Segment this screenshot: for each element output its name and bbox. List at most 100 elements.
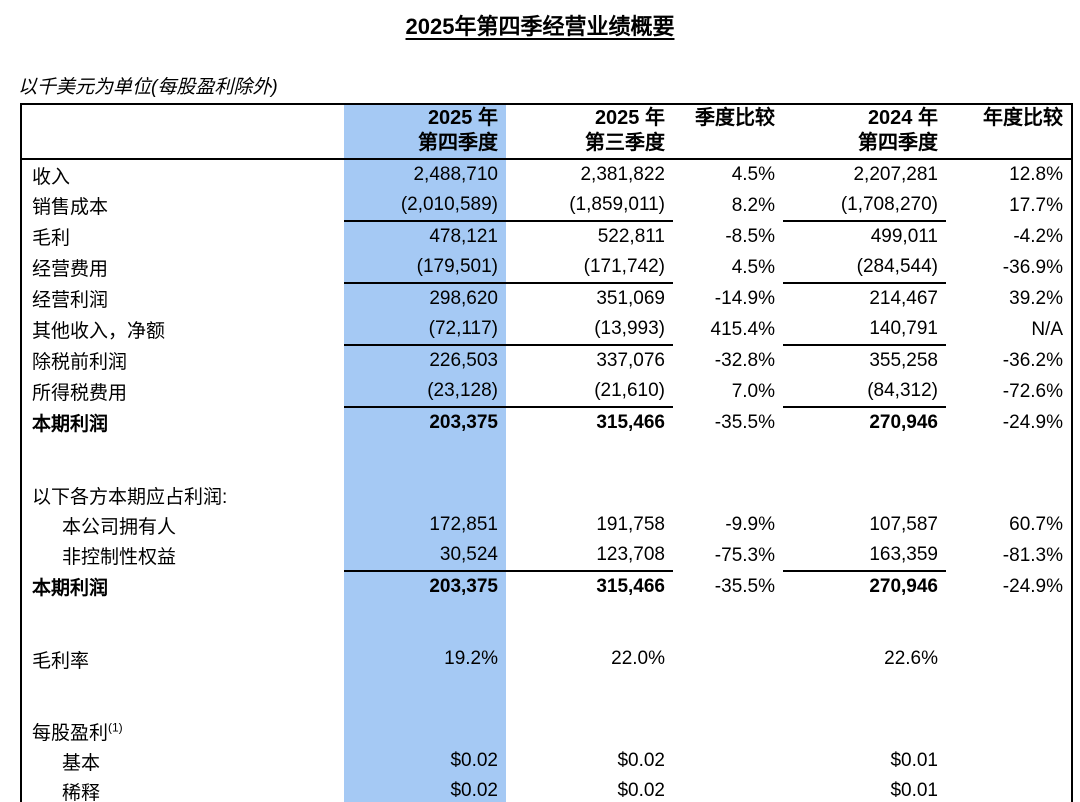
row-label: 销售成本 [32, 197, 109, 218]
column-header-q4-2024: 2024 年第四季度 [783, 104, 946, 160]
value-cell-qoq-change: 4.5% [731, 256, 775, 278]
value-cell-qoq-change: 7.0% [731, 380, 775, 402]
page-title: 2025年第四季经营业绩概要 [405, 14, 675, 39]
value-cell-q4-2024: 22.6% [884, 648, 938, 669]
value-cell-yoy-change: -81.3% [1002, 544, 1063, 566]
table-body: 收入 2,488,710 2,381,822 4.5% 2,207,281 12.8% 销售… [21, 159, 1072, 802]
value-cell-q4-2024: 214,467 [869, 288, 938, 309]
row-label: 稀释 [62, 782, 101, 802]
footnote-ref: (1) [108, 720, 123, 735]
value-cell-yoy-change: -36.9% [1002, 256, 1063, 278]
value-cell-q3-2025: 22.0% [611, 648, 665, 669]
value-cell-q4-2024: 499,011 [870, 226, 938, 247]
value-cell-qoq-change [673, 480, 783, 510]
value-cell-qoq-change: 8.2% [731, 194, 775, 216]
row-label: 本期利润 [32, 414, 109, 435]
value-cell-yoy-change [946, 644, 1072, 674]
spacer-cell [344, 602, 506, 644]
value-cell-q4-2025 [344, 480, 506, 510]
column-header-line: 年度比较 [983, 107, 1063, 129]
value-cell-q4-2025: 19.2% [344, 644, 506, 674]
value-cell-q4-2024: 270,946 [869, 412, 938, 433]
financial-summary-page: 2025年第四季经营业绩概要 以千美元为单位(每股盈利除外) 2025 年第四季… [0, 14, 1080, 802]
value-cell-q4-2024: (84,312) [783, 376, 946, 408]
value-cell-q3-2025: 337,076 [596, 350, 665, 371]
value-cell-yoy-change [946, 746, 1072, 776]
value-cell-qoq-change: -14.9% [714, 287, 775, 309]
value-cell-q3-2025 [506, 716, 673, 746]
value-cell-yoy-change [946, 776, 1072, 802]
value-cell-q3-2025: 315,466 [596, 576, 665, 597]
value-cell-q4-2024: $0.01 [890, 750, 938, 771]
value-cell-yoy-change: -24.9% [1002, 411, 1063, 433]
value-cell-q4-2025: 203,375 [344, 571, 506, 602]
table-row: 所得税费用 (23,128) (21,610) 7.0% (84,312) -72.6% [21, 376, 1072, 408]
table-row: 非控制性权益 30,524 123,708 -75.3% 163,359 -81.3% [21, 540, 1072, 572]
column-header-q3-2025: 2025 年第三季度 [506, 104, 673, 160]
table-row: 毛利 478,121 522,811 -8.5% 499,011 -4.2% [21, 221, 1072, 252]
column-header-line: 2025 年 [594, 107, 665, 129]
value-cell-q4-2025: (2,010,589) [344, 190, 506, 222]
value-cell-qoq-change [673, 776, 783, 802]
spacer-cell [21, 674, 344, 716]
value-cell-yoy-change [946, 716, 1072, 746]
value-cell-yoy-change: -4.2% [1013, 225, 1063, 247]
value-cell-q4-2025: 2,488,710 [344, 159, 506, 190]
value-cell-q4-2024: (1,708,270) [783, 190, 946, 222]
value-cell-q4-2024: 107,587 [869, 514, 938, 535]
column-header-q4-2025: 2025 年第四季度 [344, 104, 506, 160]
value-cell-q3-2025: (171,742) [506, 252, 673, 284]
row-label: 收入 [32, 166, 71, 188]
row-label: 基本 [62, 752, 101, 774]
column-header-line: 第四季度 [858, 132, 938, 154]
value-cell-q4-2025: 203,375 [344, 407, 506, 438]
table-row: 收入 2,488,710 2,381,822 4.5% 2,207,281 12.8% [21, 159, 1072, 190]
value-cell-q3-2025: $0.02 [617, 750, 665, 771]
value-cell-yoy-change: 39.2% [1009, 287, 1063, 309]
table-row: 每股盈利(1) [21, 716, 1072, 746]
value-cell-q4-2025: 226,503 [344, 345, 506, 376]
value-cell-q4-2024: $0.01 [890, 780, 938, 801]
spacer-cell [344, 674, 506, 716]
value-cell-yoy-change: -72.6% [1002, 380, 1063, 402]
table-row: 经营利润 298,620 351,069 -14.9% 214,467 39.2% [21, 283, 1072, 314]
table-row: 除税前利润 226,503 337,076 -32.8% 355,258 -36.2% [21, 345, 1072, 376]
spacer-cell [344, 438, 506, 480]
table-row: 本公司拥有人 172,851 191,758 -9.9% 107,587 60.7% [21, 510, 1072, 540]
row-label: 所得税费用 [32, 383, 128, 404]
row-label: 毛利 [32, 228, 71, 249]
column-header-qoq-change: 季度比较 [673, 104, 783, 160]
table-row: 毛利率 19.2% 22.0% 22.6% [21, 644, 1072, 674]
table-row: 本期利润 203,375 315,466 -35.5% 270,946 -24.9% [21, 571, 1072, 602]
table-row: 本期利润 203,375 315,466 -35.5% 270,946 -24.9% [21, 407, 1072, 438]
spacer-cell [506, 438, 673, 480]
row-label: 经营费用 [32, 259, 109, 280]
spacer-cell [673, 438, 783, 480]
value-cell-q3-2025: (1,859,011) [506, 190, 673, 222]
spacer-cell [21, 438, 344, 480]
value-cell-q3-2025: 191,758 [596, 514, 665, 535]
spacer-row [21, 674, 1072, 716]
spacer-cell [946, 602, 1072, 644]
value-cell-q3-2025: 2,381,822 [580, 164, 665, 185]
value-cell-qoq-change: -9.9% [725, 514, 775, 535]
row-label: 每股盈利(1) [32, 720, 123, 744]
value-cell-q4-2025: 30,524 [344, 540, 506, 572]
header-row: 2025 年第四季度 2025 年第三季度 季度比较 2024 年第四季度 年度比较 [21, 104, 1072, 160]
column-header-line: 2024 年 [867, 107, 938, 129]
row-label: 以下各方本期应占利润: [32, 486, 228, 508]
value-cell-q4-2025: (23,128) [344, 376, 506, 408]
column-header-line: 季度比较 [695, 107, 775, 129]
value-cell-q3-2025: 522,811 [597, 226, 665, 247]
row-label: 经营利润 [32, 290, 109, 311]
spacer-cell [783, 602, 946, 644]
column-header-line: 第三季度 [585, 132, 665, 154]
value-cell-q4-2025: 172,851 [344, 510, 506, 540]
value-cell-yoy-change: 60.7% [1009, 514, 1063, 535]
spacer-cell [673, 602, 783, 644]
spacer-row [21, 602, 1072, 644]
value-cell-q3-2025: 315,466 [596, 412, 665, 433]
value-cell-q4-2025: (72,117) [344, 314, 506, 346]
value-cell-qoq-change: -35.5% [714, 575, 775, 597]
value-cell-qoq-change: 4.5% [731, 164, 775, 185]
